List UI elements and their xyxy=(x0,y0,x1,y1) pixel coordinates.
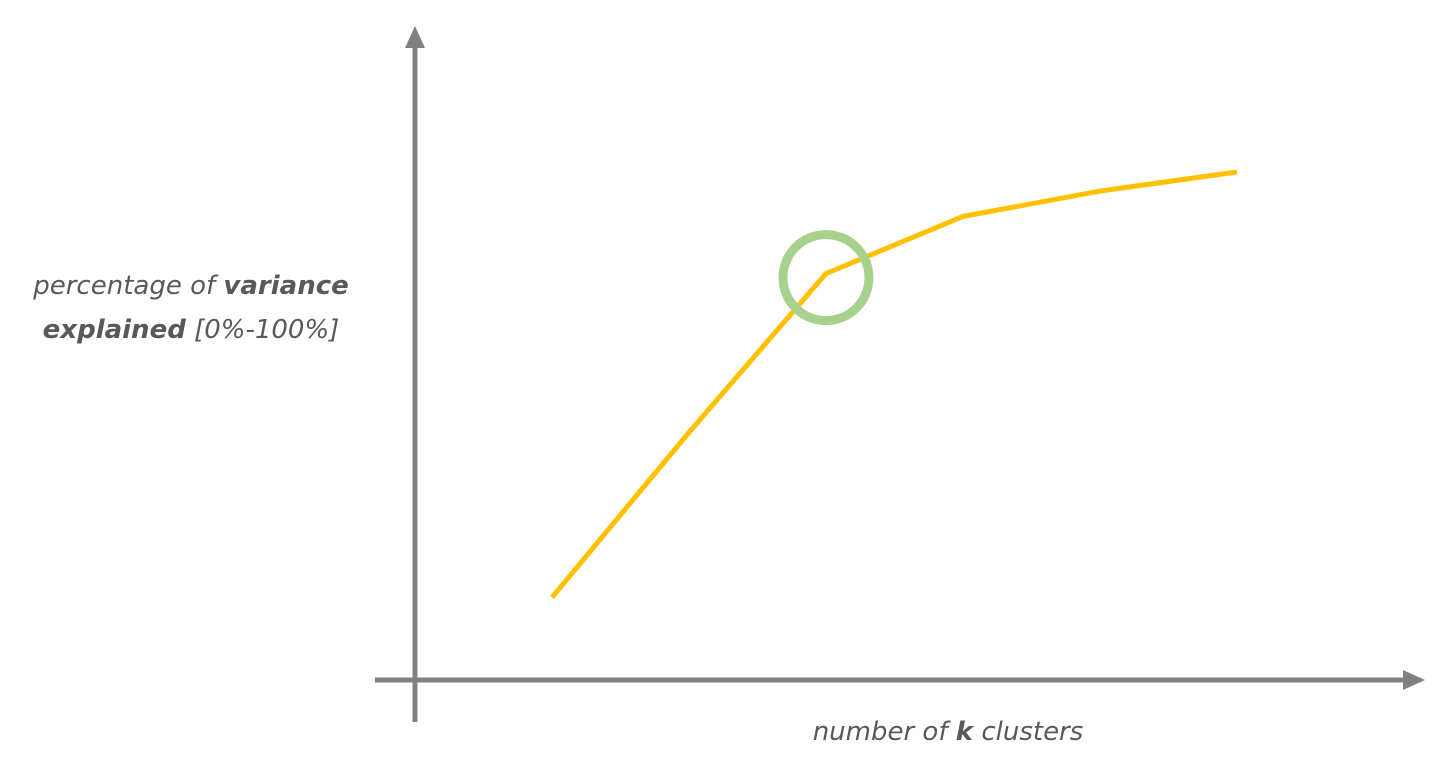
y-axis-label-part: percentage of xyxy=(33,271,224,301)
plot-area xyxy=(550,169,1238,600)
x-axis-label-bold: k xyxy=(955,717,974,747)
axes xyxy=(375,26,1425,722)
elbow-highlight-circle xyxy=(778,230,874,326)
y-axis-label-bold: variance xyxy=(223,271,349,301)
x-axis-arrow xyxy=(1403,670,1425,690)
x-axis-label-part: number of xyxy=(812,717,956,747)
y-axis-label: percentage of variance explained [0%-100%… xyxy=(0,264,382,352)
y-axis-label-bold: explained xyxy=(42,315,186,345)
x-axis-label-part: clusters xyxy=(973,717,1084,747)
x-axis-label: number of k clusters xyxy=(700,710,1196,754)
y-axis-label-part: [0%-100%] xyxy=(185,315,340,345)
y-axis-arrow xyxy=(405,26,425,48)
series-line-0 xyxy=(550,169,1238,600)
